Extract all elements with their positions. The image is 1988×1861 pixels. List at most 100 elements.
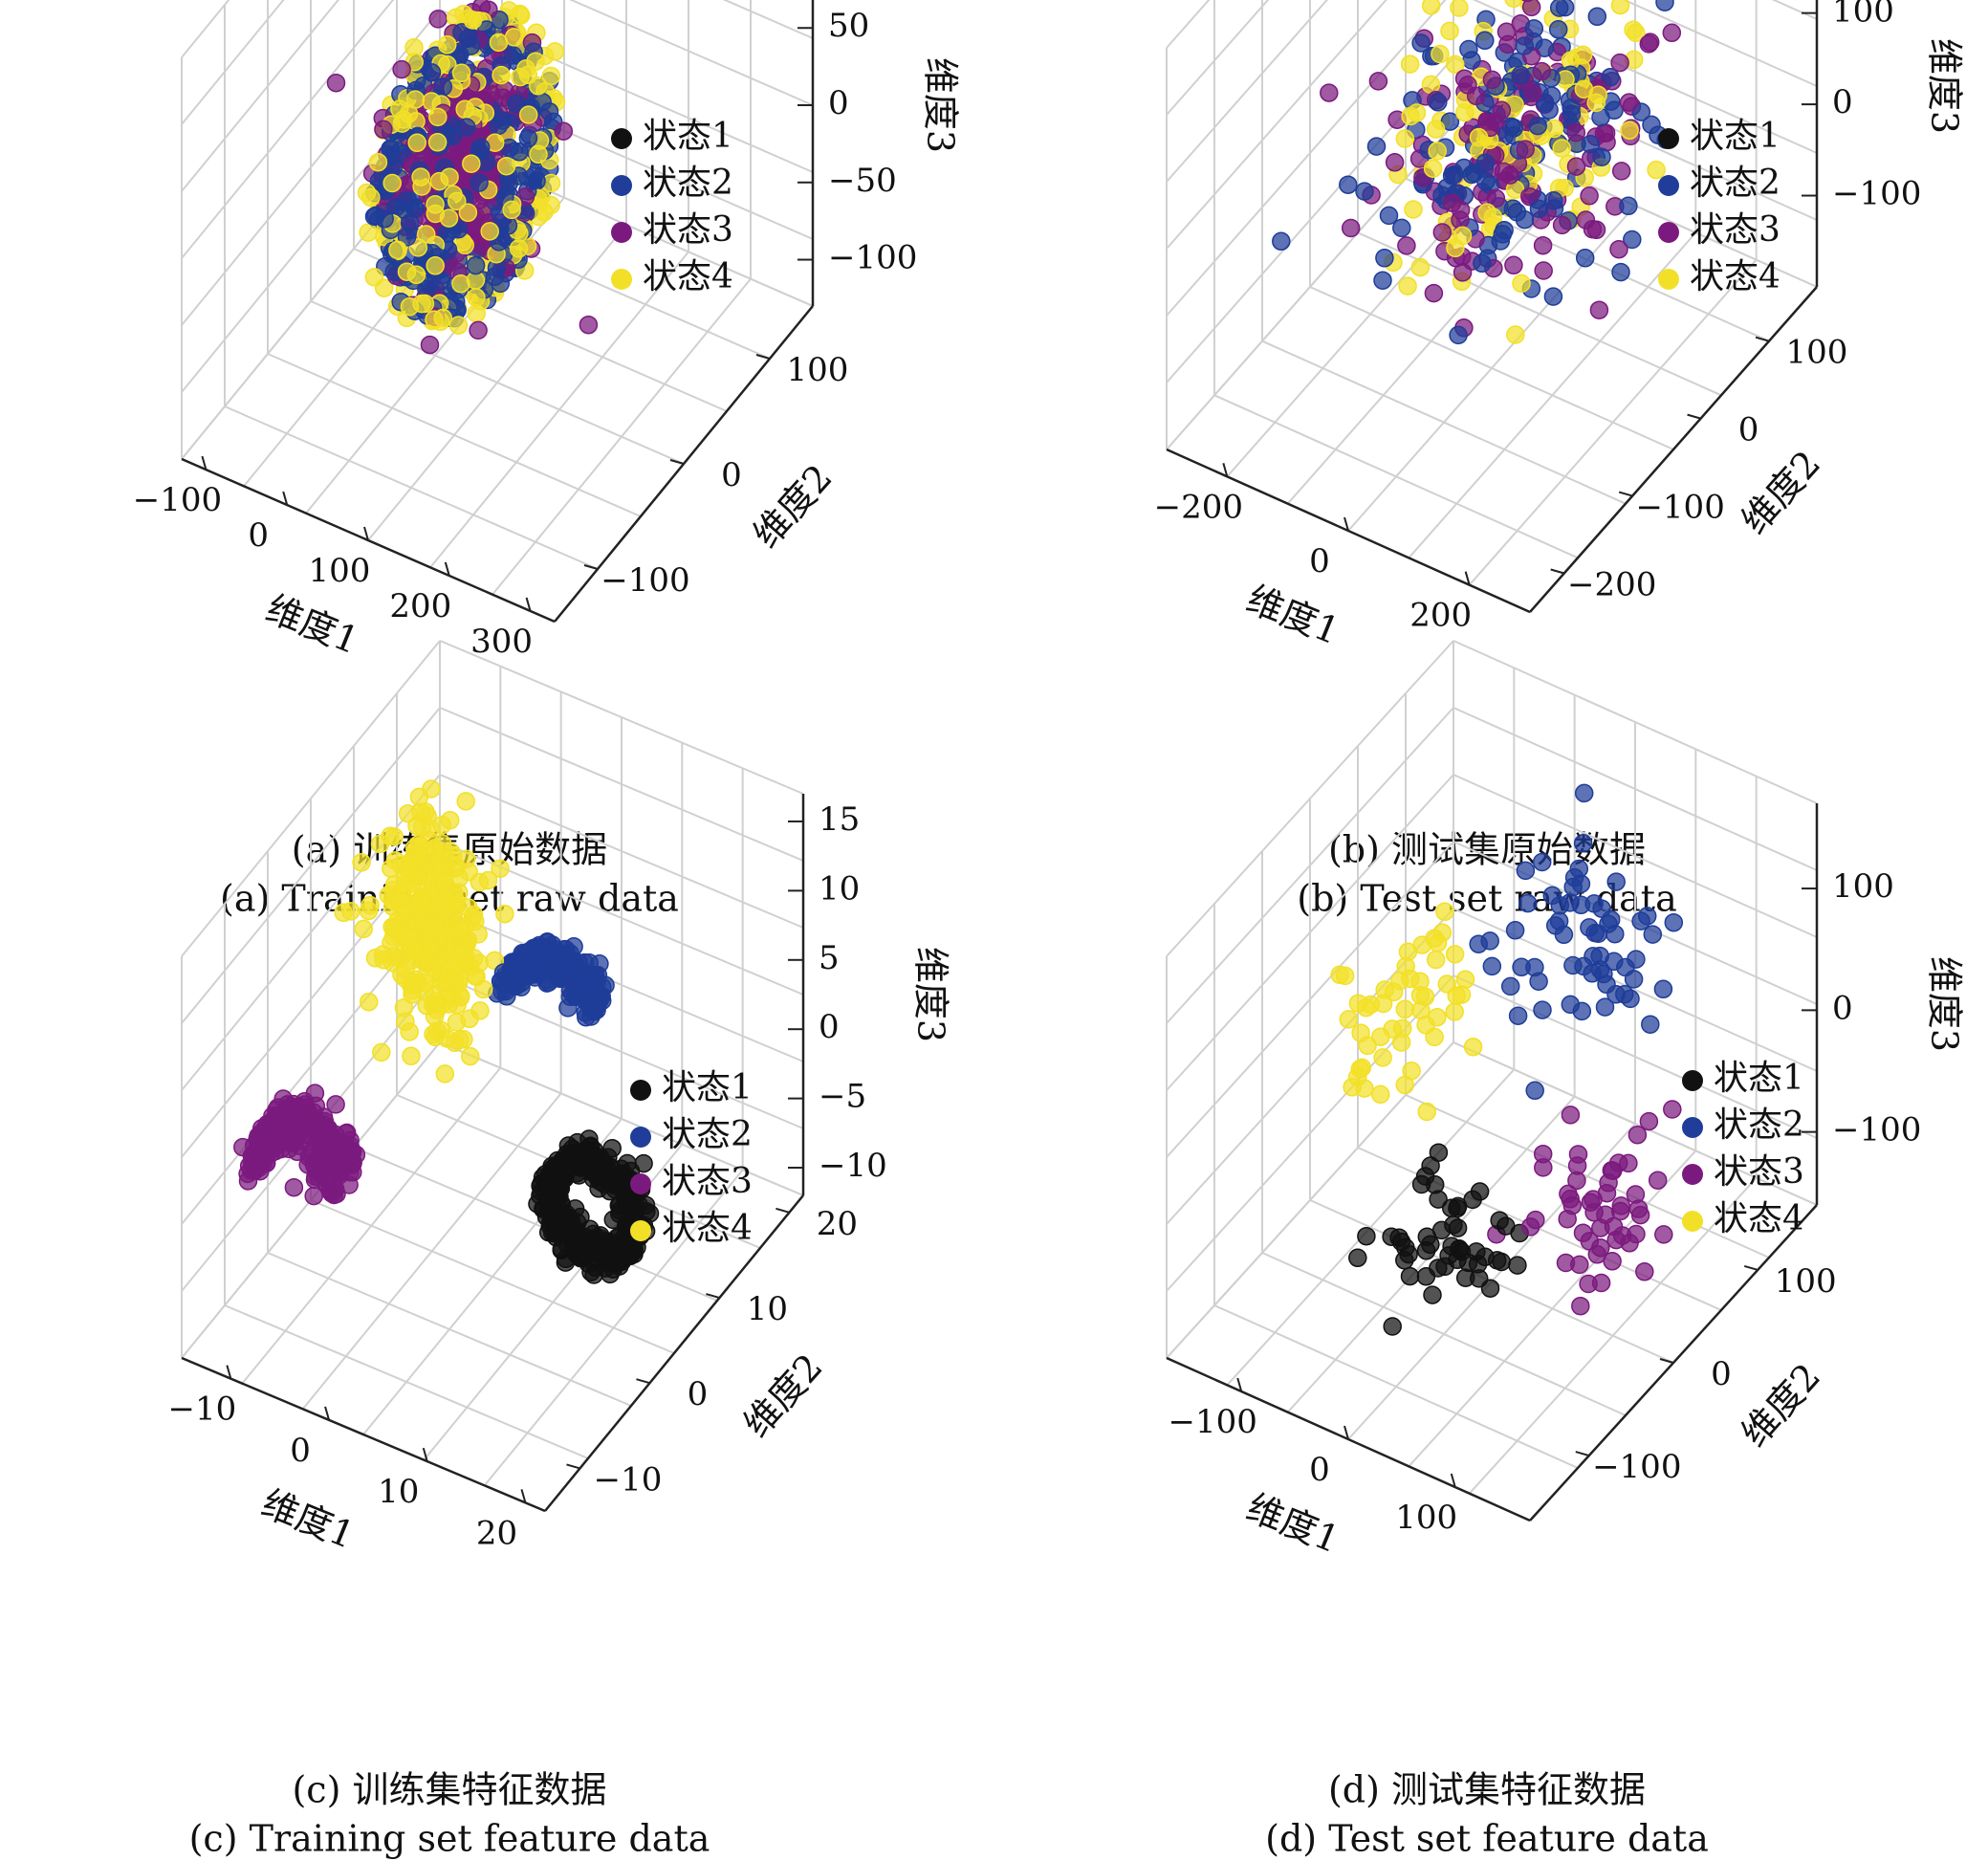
data-point: [1611, 162, 1631, 181]
data-point: [1445, 945, 1465, 964]
x-axis-label: 维度1: [1241, 578, 1345, 652]
data-point: [1404, 200, 1423, 219]
data-point: [1339, 175, 1358, 194]
data-point: [1370, 1084, 1390, 1105]
y-tick-label: 0: [1711, 1355, 1732, 1393]
data-point: [504, 28, 524, 47]
x-tick-mark: [363, 526, 369, 541]
data-point: [426, 992, 446, 1011]
z-tick-label: 50: [828, 7, 869, 45]
floor-grid-line: [1357, 231, 1722, 397]
data-point: [272, 1116, 292, 1136]
data-point: [1505, 921, 1525, 940]
side-grid-line: [1166, 0, 1387, 250]
data-point: [470, 138, 491, 157]
data-point: [1524, 19, 1544, 38]
z-tick-label: 5: [819, 939, 840, 977]
data-point: [1647, 160, 1666, 180]
data-point: [1450, 0, 1469, 17]
data-point: [538, 1222, 558, 1242]
data-point: [1571, 874, 1591, 893]
legend-label: 状态2: [1690, 164, 1780, 203]
data-point: [388, 240, 407, 260]
legend-label: 状态1: [662, 1068, 753, 1107]
y-tick-label: −200: [1567, 566, 1656, 604]
data-point: [537, 974, 557, 993]
data-point: [497, 987, 516, 1006]
x-tick-mark: [201, 455, 208, 471]
data-point: [1586, 220, 1606, 240]
data-point: [1610, 0, 1630, 15]
legend-marker: [630, 1173, 651, 1194]
data-point: [447, 895, 466, 914]
data-point: [558, 998, 578, 1018]
data-point: [416, 225, 436, 244]
data-point: [372, 1042, 391, 1062]
legend-label: 状态1: [643, 117, 733, 156]
data-point: [1451, 210, 1470, 230]
data-point: [1630, 1205, 1650, 1225]
data-point: [1339, 1010, 1359, 1029]
data-point: [1400, 1266, 1420, 1286]
data-point: [1453, 263, 1473, 282]
data-point: [1400, 55, 1420, 74]
data-point: [1570, 1255, 1589, 1275]
legend: 状态1 状态2 状态3 状态4: [611, 117, 733, 296]
data-point: [579, 315, 599, 335]
data-point: [440, 810, 460, 830]
data-point: [1446, 55, 1465, 75]
y-tick-label: 100: [1775, 1262, 1837, 1301]
data-point: [309, 1168, 329, 1188]
y-tick-mark: [755, 354, 771, 360]
legend-label: 状态1: [1714, 1059, 1804, 1098]
data-point: [507, 94, 526, 114]
floor-grid-line: [439, 1041, 804, 1196]
data-point: [1520, 1217, 1540, 1237]
data-point: [1518, 893, 1538, 913]
x-tick-label: 0: [290, 1432, 311, 1470]
scatter-points: [326, 0, 599, 355]
data-point: [1543, 287, 1563, 306]
data-point: [1554, 925, 1574, 945]
data-point: [1562, 98, 1581, 118]
side-grid-line: [181, 0, 395, 259]
data-point: [1516, 861, 1536, 881]
data-point: [1496, 22, 1517, 42]
x-tick-mark: [444, 561, 450, 577]
data-point: [1635, 1262, 1654, 1281]
data-point: [1490, 1211, 1509, 1230]
x-tick-label: −100: [133, 481, 222, 519]
z-tick-label: 0: [1832, 989, 1853, 1027]
data-point: [489, 33, 509, 53]
data-point: [1549, 0, 1569, 17]
z-tick-label: −5: [819, 1078, 866, 1116]
data-point: [1609, 239, 1628, 259]
legend-label: 状态3: [1714, 1152, 1804, 1192]
x-tick-label: −10: [167, 1390, 236, 1429]
data-point: [1398, 276, 1417, 296]
data-point: [518, 105, 538, 124]
data-point: [1475, 31, 1495, 51]
caption-cn: (c) 训练集特征数据: [292, 1769, 606, 1811]
z-tick-label: −100: [1832, 175, 1921, 213]
y-tick-mark: [566, 1463, 580, 1470]
data-point: [374, 120, 393, 140]
data-point: [1431, 44, 1450, 64]
data-point: [581, 1262, 601, 1281]
y-tick-label: 0: [1738, 411, 1759, 449]
data-point: [413, 888, 432, 908]
z-tick-label: −100: [828, 239, 917, 277]
data-point: [528, 76, 548, 96]
data-point: [1572, 1001, 1592, 1021]
data-point: [1504, 0, 1523, 9]
data-point: [457, 118, 476, 137]
data-point: [535, 1164, 556, 1184]
data-point: [1643, 925, 1663, 944]
legend-label: 状态3: [643, 210, 733, 250]
legend: 状态1 状态2 状态3 状态4: [1658, 117, 1780, 296]
data-point: [1610, 53, 1629, 73]
data-point: [1515, 36, 1534, 55]
data-point: [341, 902, 360, 921]
z-axis-label: 维度3: [1924, 38, 1966, 134]
